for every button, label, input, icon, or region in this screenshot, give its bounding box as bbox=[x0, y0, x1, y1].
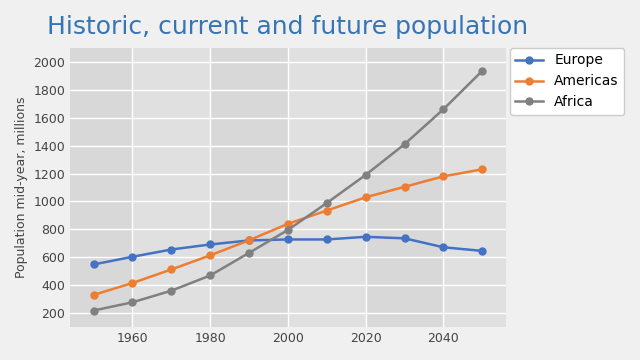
Line: Africa: Africa bbox=[90, 67, 486, 314]
Africa bbox=[90, 309, 97, 313]
Europe bbox=[129, 255, 136, 259]
Africa bbox=[129, 300, 136, 305]
Africa bbox=[206, 273, 214, 278]
Americas bbox=[206, 253, 214, 257]
Europe bbox=[401, 236, 408, 240]
Americas bbox=[478, 167, 486, 171]
Bar bbox=[444, 48, 506, 327]
Legend: Europe, Americas, Africa: Europe, Americas, Africa bbox=[510, 48, 625, 115]
Americas bbox=[90, 293, 97, 297]
Europe bbox=[90, 262, 97, 267]
Africa bbox=[323, 201, 331, 205]
Title: Historic, current and future population: Historic, current and future population bbox=[47, 15, 529, 39]
Europe bbox=[440, 245, 447, 249]
Bar bbox=[132, 48, 210, 327]
Africa bbox=[245, 251, 253, 255]
Europe bbox=[206, 242, 214, 247]
Line: Europe: Europe bbox=[90, 233, 486, 268]
Americas bbox=[323, 208, 331, 213]
Africa bbox=[284, 228, 292, 232]
Bar bbox=[288, 48, 365, 327]
Americas bbox=[440, 174, 447, 179]
Europe bbox=[284, 237, 292, 242]
Americas bbox=[284, 222, 292, 226]
Bar bbox=[70, 48, 132, 327]
Americas bbox=[401, 185, 408, 189]
Americas bbox=[362, 195, 369, 199]
Bar bbox=[210, 48, 288, 327]
Americas bbox=[129, 281, 136, 285]
Europe bbox=[168, 247, 175, 252]
Europe bbox=[323, 237, 331, 242]
Line: Americas: Americas bbox=[90, 166, 486, 298]
Europe bbox=[362, 235, 369, 239]
Europe bbox=[478, 249, 486, 253]
Americas bbox=[245, 238, 253, 242]
Africa bbox=[478, 69, 486, 73]
Bar bbox=[365, 48, 444, 327]
Y-axis label: Population mid-year, millions: Population mid-year, millions bbox=[15, 97, 28, 278]
Africa bbox=[440, 107, 447, 112]
Africa bbox=[401, 142, 408, 147]
Africa bbox=[168, 288, 175, 293]
Americas bbox=[168, 267, 175, 272]
Europe bbox=[245, 238, 253, 243]
Africa bbox=[362, 173, 369, 177]
